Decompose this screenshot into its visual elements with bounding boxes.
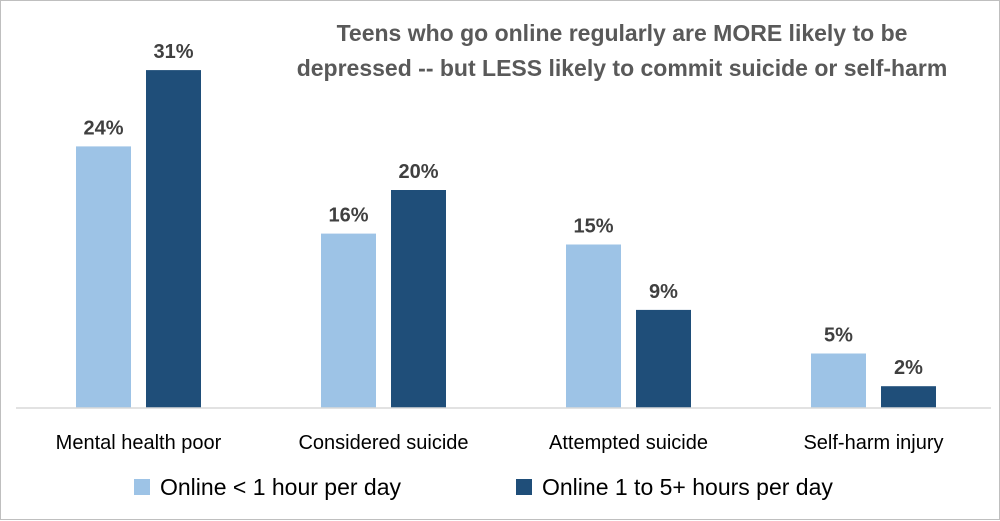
chart-title-line-1: Teens who go online regularly are MORE l…	[337, 20, 908, 46]
bar-attempted-suicide-series-2	[636, 309, 691, 408]
value-label-self-harm-injury-series-2: 2%	[894, 357, 923, 379]
category-label-self-harm-injury: Self-harm injury	[803, 432, 943, 454]
legend: Online < 1 hour per day Online 1 to 5+ h…	[134, 474, 833, 500]
value-label-considered-suicide-series-2: 20%	[398, 161, 438, 183]
bar-attempted-suicide-series-1	[566, 244, 621, 408]
value-label-self-harm-injury-series-1: 5%	[824, 325, 853, 347]
legend-label-online-less-1-hour: Online < 1 hour per day	[160, 474, 402, 500]
value-label-attempted-suicide-series-1: 15%	[573, 216, 613, 238]
category-labels: Mental health poor Considered suicide Atte…	[56, 432, 944, 454]
value-label-attempted-suicide-series-2: 9%	[649, 281, 678, 303]
category-label-attempted-suicide: Attempted suicide	[549, 432, 708, 454]
bar-considered-suicide-series-1	[321, 233, 376, 408]
legend-swatch-online-1-to-5-hours	[516, 479, 532, 495]
category-label-mental-health-poor: Mental health poor	[56, 432, 222, 454]
category-label-considered-suicide: Considered suicide	[298, 432, 468, 454]
legend-label-online-1-to-5-hours: Online 1 to 5+ hours per day	[542, 474, 833, 500]
value-label-considered-suicide-series-1: 16%	[328, 205, 368, 227]
bar-mental-health-poor-series-1	[76, 146, 131, 408]
value-label-mental-health-poor-series-2: 31%	[153, 41, 193, 63]
bar-self-harm-injury-series-2	[881, 386, 936, 408]
bar-considered-suicide-series-2	[391, 190, 446, 408]
bar-mental-health-poor-series-2	[146, 70, 201, 408]
legend-swatch-online-less-1-hour	[134, 479, 150, 495]
bar-self-harm-injury-series-1	[811, 353, 866, 408]
bar-group: 24% 31% 16% 20% 15% 9% 5% 2%	[76, 41, 936, 408]
chart-title-line-2: depressed -- but LESS likely to commit s…	[297, 55, 948, 81]
value-label-mental-health-poor-series-1: 24%	[83, 117, 123, 139]
